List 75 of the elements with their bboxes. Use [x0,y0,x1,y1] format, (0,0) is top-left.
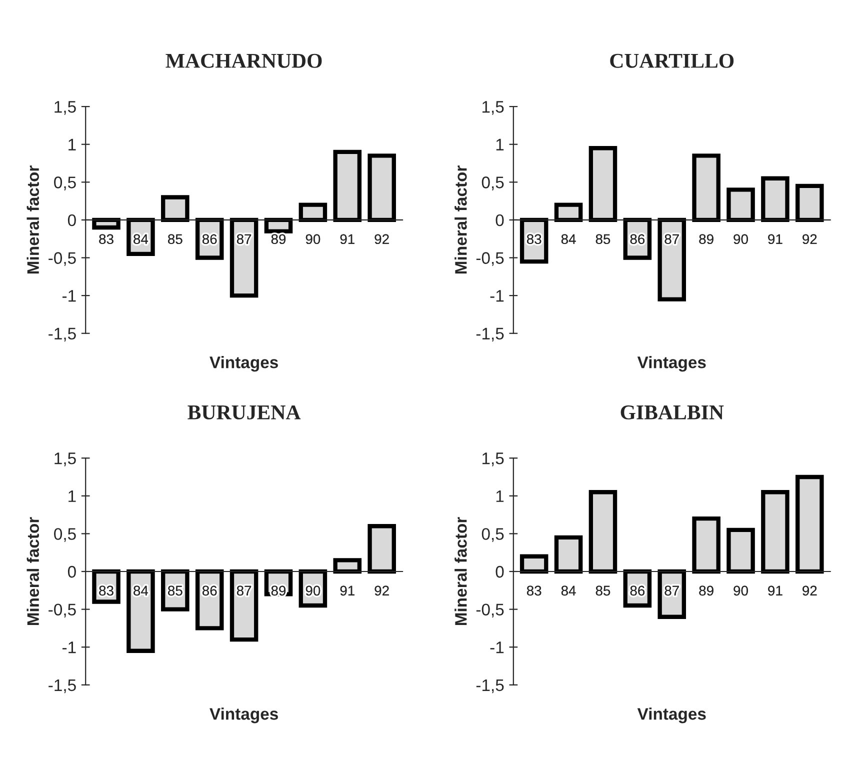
x-tick-label: 85 [596,586,610,596]
x-tick-label: 92 [374,234,389,244]
x-tick-label: 90 [306,586,320,596]
x-tick-label: 84 [134,234,148,244]
y-axis-title: Mineral factor [26,166,40,274]
y-tick-label: -1,5 [48,328,76,342]
y-tick-label: -1 [490,642,504,654]
y-tick-label: -0,5 [476,252,504,266]
y-tick-label: -0,5 [48,252,76,266]
x-tick-label: 83 [526,234,542,244]
x-tick-label: 83 [99,586,114,596]
x-tick-label: 83 [99,234,114,244]
x-tick-label: 87 [236,586,252,596]
y-tick-label: 0 [496,214,504,226]
x-tick-label: 90 [306,234,320,244]
x-tick-label: 87 [664,234,679,244]
y-tick-label: -1,5 [476,328,504,342]
x-tick-label: 86 [202,586,217,596]
x-tick-label: 89 [699,234,714,244]
y-axis-title: Mineral factor [454,517,467,626]
x-tick-label: 86 [630,234,645,244]
y-tick-label: 1,5 [54,101,76,115]
y-axis-title: Mineral factor [454,166,467,274]
y-tick-label: 0 [68,214,76,226]
x-tick-label: 87 [664,586,679,596]
x-tick-label: 85 [596,234,610,244]
x-tick-label: 91 [768,586,782,596]
x-tick-label: 84 [134,586,148,596]
x-tick-label: 86 [202,234,217,244]
x-tick-label: 86 [630,586,645,596]
y-tick-label: 1 [496,138,504,150]
x-tick-label: 92 [802,586,817,596]
y-tick-label: 1 [496,490,504,502]
x-tick-label: 90 [734,234,748,244]
x-tick-label: 92 [802,234,817,244]
y-tick-label: 0,5 [482,528,504,542]
y-tick-label: -1,5 [48,679,76,694]
x-tick-label: 84 [561,586,576,596]
x-axis-title: Vintages [210,356,278,372]
y-tick-label: -1 [62,290,76,302]
y-tick-label: -0,5 [48,604,76,618]
x-tick-label: 83 [526,586,542,596]
x-tick-label: 91 [768,234,782,244]
x-tick-label: 87 [236,234,252,244]
x-tick-label: 92 [374,586,389,596]
y-tick-label: 0,5 [54,176,76,190]
x-tick-label: 91 [340,586,354,596]
chart-title: BURUJENA [188,405,301,420]
x-axis-title: Vintages [637,356,706,372]
y-tick-label: 1 [68,490,76,502]
x-tick-label: 89 [271,234,286,244]
x-tick-label: 84 [561,234,576,244]
y-tick-label: 0 [68,566,76,578]
x-tick-label: 85 [168,586,182,596]
y-tick-label: 0 [496,566,504,578]
y-tick-label: 1 [68,138,76,150]
y-axis-title: Mineral factor [26,517,40,626]
y-tick-label: -1,5 [476,679,504,694]
x-tick-label: 89 [699,586,714,596]
x-axis-title: Vintages [637,708,706,724]
x-tick-label: 85 [168,234,182,244]
y-tick-label: 1,5 [482,452,504,466]
x-tick-label: 90 [734,586,748,596]
y-tick-label: -0,5 [476,604,504,618]
y-tick-label: 0,5 [54,528,76,542]
y-tick-label: 1,5 [54,452,76,466]
chart-title: GIBALBIN [620,405,724,420]
y-tick-label: -1 [62,642,76,654]
x-axis-title: Vintages [210,708,278,724]
chart-title: MACHARNUDO [166,54,322,68]
y-tick-label: -1 [490,290,504,302]
y-tick-label: 1,5 [482,101,504,115]
chart-title: CUARTILLO [610,54,734,68]
y-tick-label: 0,5 [482,176,504,190]
x-tick-label: 91 [340,234,354,244]
